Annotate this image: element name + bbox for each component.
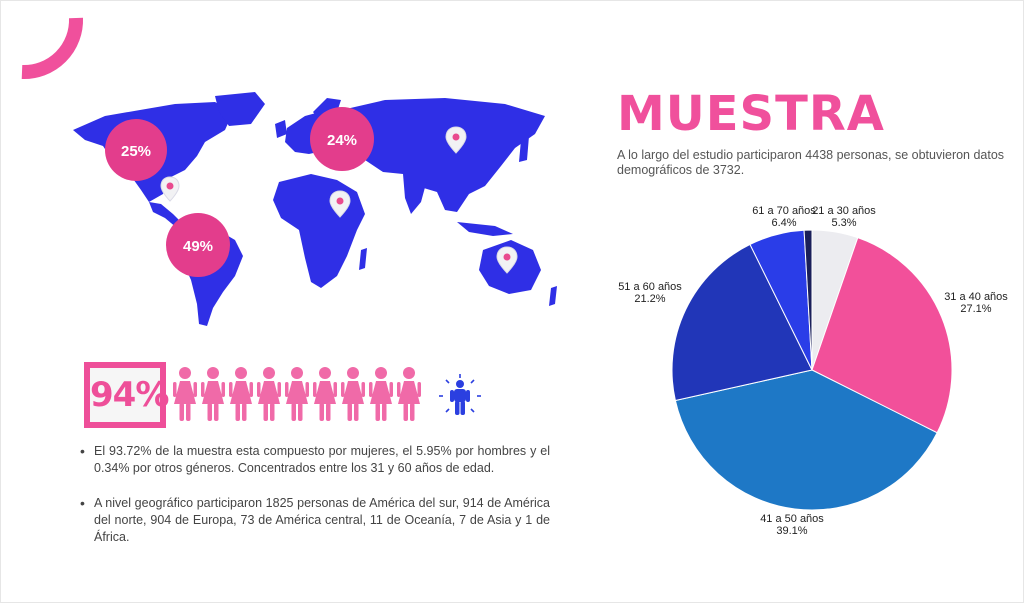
- region-badge-label: 24%: [327, 132, 357, 149]
- bullet-text: A nivel geográfico participaron 1825 per…: [94, 496, 550, 544]
- pie-label-value: 27.1%: [960, 303, 991, 315]
- woman-icon: [397, 367, 421, 421]
- pie-slice: [674, 369, 938, 511]
- man-icon: [439, 374, 481, 415]
- japan-shape: [519, 136, 529, 162]
- indonesia-shape: [457, 222, 513, 236]
- map-pin-icon: [329, 190, 351, 218]
- pie-label-name: 51 a 60 años: [618, 281, 682, 293]
- pie-label-name: 21 a 30 años: [812, 205, 876, 217]
- woman-icon: [229, 367, 253, 421]
- women-percent-value: 94%: [90, 368, 169, 422]
- page-subtitle: A lo largo del estudio participaron 4438…: [617, 148, 1005, 177]
- pie-label-value: 5.3%: [831, 217, 856, 229]
- pie-label-value: 6.4%: [771, 217, 796, 229]
- pie-slice: [811, 237, 953, 434]
- woman-icon: [341, 367, 365, 421]
- corner-arc-decoration: [21, 17, 84, 80]
- bullet-geography: • A nivel geográfico participaron 1825 p…: [80, 495, 550, 549]
- central-america-shape: [149, 202, 183, 228]
- pie-label-name: 41 a 50 años: [760, 513, 824, 525]
- region-badge-south-america: 49%: [166, 213, 230, 277]
- madagascar-shape: [359, 248, 367, 270]
- map-pin-icon: [445, 126, 467, 154]
- asia-shape: [333, 98, 545, 212]
- pie-label-name: 31 a 40 años: [944, 291, 1008, 303]
- pie-label-value: 21.2%: [634, 293, 665, 305]
- region-badge-north-america: 25%: [105, 119, 167, 181]
- woman-icon: [285, 367, 309, 421]
- woman-icon: [257, 367, 281, 421]
- pie-slice: [671, 243, 813, 402]
- region-badge-label: 49%: [183, 238, 213, 255]
- pie-label-value: 39.1%: [776, 525, 807, 537]
- greenland-shape: [215, 92, 265, 126]
- bullet-dot: •: [80, 443, 85, 459]
- africa-shape: [273, 174, 365, 288]
- region-badge-europe: 24%: [310, 107, 374, 171]
- woman-icon: [369, 367, 393, 421]
- bullet-dot: •: [80, 495, 85, 511]
- bullet-gender: • El 93.72% de la muestra esta compuesto…: [80, 443, 550, 479]
- india-shape: [403, 174, 427, 214]
- women-percent-box: 94%: [84, 362, 169, 428]
- pie-slice: [803, 229, 813, 371]
- map-pin-icon: [160, 176, 180, 202]
- woman-icon: [313, 367, 337, 421]
- region-badge-label: 25%: [121, 143, 151, 160]
- pie-label-name: 61 a 70 años: [752, 205, 816, 217]
- new-zealand-shape: [549, 286, 557, 306]
- woman-icon: [173, 367, 197, 421]
- uk-shape: [275, 120, 287, 138]
- woman-icon: [201, 367, 225, 421]
- page-title: MUESTRA: [617, 86, 885, 142]
- bullet-text: El 93.72% de la muestra esta compuesto p…: [94, 444, 550, 475]
- map-pin-icon: [496, 246, 518, 274]
